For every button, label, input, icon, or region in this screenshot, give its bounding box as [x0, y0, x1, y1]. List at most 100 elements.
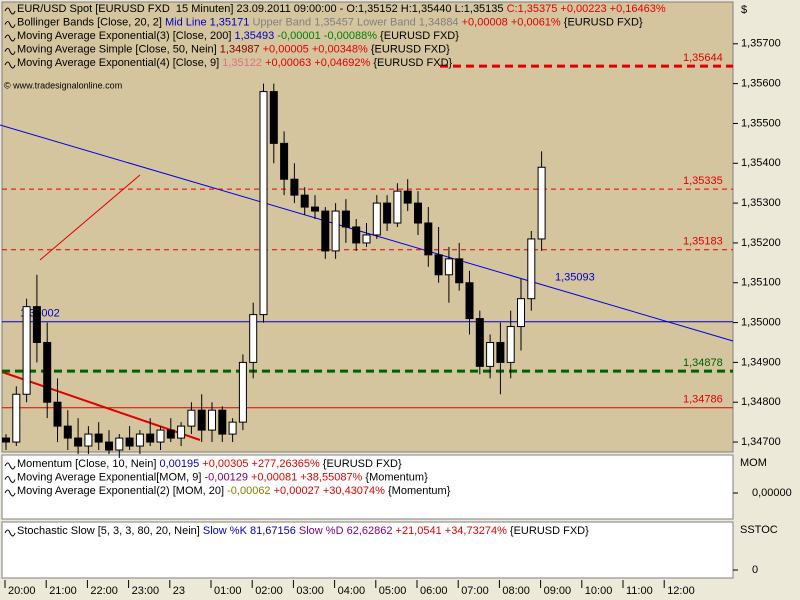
candle-body: [135, 433, 144, 447]
candle-body: [383, 202, 392, 224]
legend-part: Momentum [Close, 10, Nein]: [17, 458, 159, 470]
candle-body: [32, 306, 41, 343]
x-tick-label: 05:00: [379, 585, 407, 597]
candle-body: [53, 401, 62, 427]
candle-body: [105, 441, 113, 451]
legend-part: +0,00027 +30,43074%: [271, 485, 386, 497]
x-tick-label: 09:00: [544, 585, 572, 597]
candle-body: [12, 393, 21, 443]
level-label: 1,34786: [683, 394, 723, 406]
legend-entry: Moving Average Simple [Close, 50, Nein] …: [17, 43, 450, 55]
panel-label: SSTOC: [740, 524, 778, 536]
candle-body: [238, 361, 247, 423]
legend-entry: Momentum [Close, 10, Nein] 0,00195 +0,00…: [17, 458, 402, 470]
candle-body: [424, 222, 433, 256]
panel-tick-label: 0: [752, 564, 758, 576]
legend-part: {EURUSD FXD}: [507, 525, 589, 537]
legend-part: Mid Line 1,35171: [165, 16, 249, 28]
legend-icon: [4, 529, 16, 537]
y-tick-label: 1,35200: [741, 237, 781, 249]
x-tick-label: 23:00: [132, 585, 160, 597]
level-label: 1,35183: [683, 236, 723, 248]
legend-icon: [4, 7, 16, 15]
candle-body: [94, 433, 103, 443]
candle-body: [321, 210, 330, 252]
candle-body: [156, 429, 165, 443]
candle-body: [125, 437, 134, 447]
legend-part: +0,00081 +38,55087%: [248, 471, 363, 483]
mom-panel: [1, 454, 734, 520]
candle-body: [444, 258, 453, 276]
legend-part: Moving Average Exponential(3) [Close, 20…: [17, 30, 234, 42]
legend-part: {EURUSD FXD}: [370, 57, 452, 69]
legend-entry: Bollinger Bands [Close, 20, 2] Mid Line …: [17, 16, 643, 28]
legend-entry: EUR/USD Spot [EURUSD FXD 15 Minuten] 23.…: [17, 3, 666, 15]
candle-body: [63, 425, 72, 439]
candle-body: [506, 326, 515, 363]
legend-part: C:1,35375 +0,00223 +0,16463%: [507, 3, 666, 15]
legend-entry: Stochastic Slow [5, 3, 3, 80, 20, Nein] …: [17, 525, 589, 537]
legend-part: 1,35493: [234, 30, 274, 42]
panel-tick-label: 0,00000: [752, 487, 792, 499]
candle-body: [2, 437, 10, 443]
x-tick-label: 11:00: [626, 585, 653, 597]
legend-part: 1,35122: [222, 57, 262, 69]
candle-body: [455, 258, 464, 284]
level-label: 1,34878: [683, 357, 723, 369]
candle-body: [414, 202, 422, 224]
legend-part: {EURUSD FXD}: [368, 43, 450, 55]
candle-body: [43, 341, 52, 403]
legend-part: {Momentum}: [385, 485, 451, 497]
x-tick-label: 03:00: [296, 585, 324, 597]
candle-body: [352, 226, 361, 244]
legend-icon: [4, 21, 16, 28]
candle-body: [259, 91, 268, 316]
legend-part: Moving Average Exponential(2) [MOM, 20]: [17, 485, 227, 497]
stoch-panel: [1, 521, 734, 579]
panel-label: MOM: [740, 457, 767, 469]
x-tick-label: 06:00: [420, 585, 448, 597]
legend-icon: [4, 462, 16, 470]
legend-part: Moving Average Exponential(4) [Close, 9]: [17, 57, 222, 69]
y-tick-label: 1,35400: [741, 157, 781, 169]
x-tick-label: 22:00: [90, 585, 118, 597]
legend-part: {EURUSD FXD}: [561, 16, 643, 28]
legend-icon: [4, 48, 16, 55]
x-tick-label: 10:00: [585, 585, 613, 597]
candle-body: [393, 190, 402, 224]
x-tick-label: 07:00: [461, 585, 489, 597]
legend-part: {EURUSD FXD}: [377, 30, 459, 42]
legend-part: -0,00001 -0,00088%: [274, 30, 377, 42]
candle-body: [341, 210, 350, 228]
candle-body: [177, 425, 186, 439]
legend-entry: Moving Average Exponential(4) [Close, 9]…: [17, 57, 453, 69]
candle-body: [331, 210, 340, 252]
level-label: 1,35093: [555, 271, 595, 283]
x-tick-label: 08:00: [502, 585, 530, 597]
candle-body: [22, 306, 31, 395]
legend-part: +0,00005 +0,00348%: [260, 43, 368, 55]
candle-body: [362, 234, 371, 244]
y-tick-label: 1,34800: [741, 396, 781, 408]
level-label: 1,35335: [683, 175, 723, 187]
currency-label: $: [741, 4, 747, 16]
y-tick-label: 1,35500: [741, 117, 781, 129]
candle-body: [197, 409, 206, 431]
candle-body: [228, 421, 237, 435]
candle-body: [115, 437, 124, 451]
y-tick-label: 1,35600: [741, 78, 781, 90]
legend-entry: Moving Average Exponential(2) [MOM, 20] …: [17, 485, 451, 497]
legend-entry: Moving Average Exponential[MOM, 9] -0,00…: [17, 471, 428, 483]
legend-part: 1,34987: [220, 43, 260, 55]
x-tick-label: 21:00: [49, 585, 77, 597]
legend-part: Stochastic Slow [5, 3, 3, 80, 20, Nein]: [17, 525, 203, 537]
x-tick-label: 23: [173, 585, 185, 597]
candle-body: [486, 341, 495, 367]
legend-entry: Moving Average Exponential(3) [Close, 20…: [17, 30, 459, 42]
y-tick-label: 1,34700: [741, 436, 781, 448]
y-tick-label: 1,34900: [741, 356, 781, 368]
legend-part: {Momentum}: [362, 471, 428, 483]
x-tick-label: 02:00: [255, 585, 283, 597]
legend-part: +0,00008 +0,0061%: [459, 16, 561, 28]
y-tick-label: 1,35300: [741, 197, 781, 209]
